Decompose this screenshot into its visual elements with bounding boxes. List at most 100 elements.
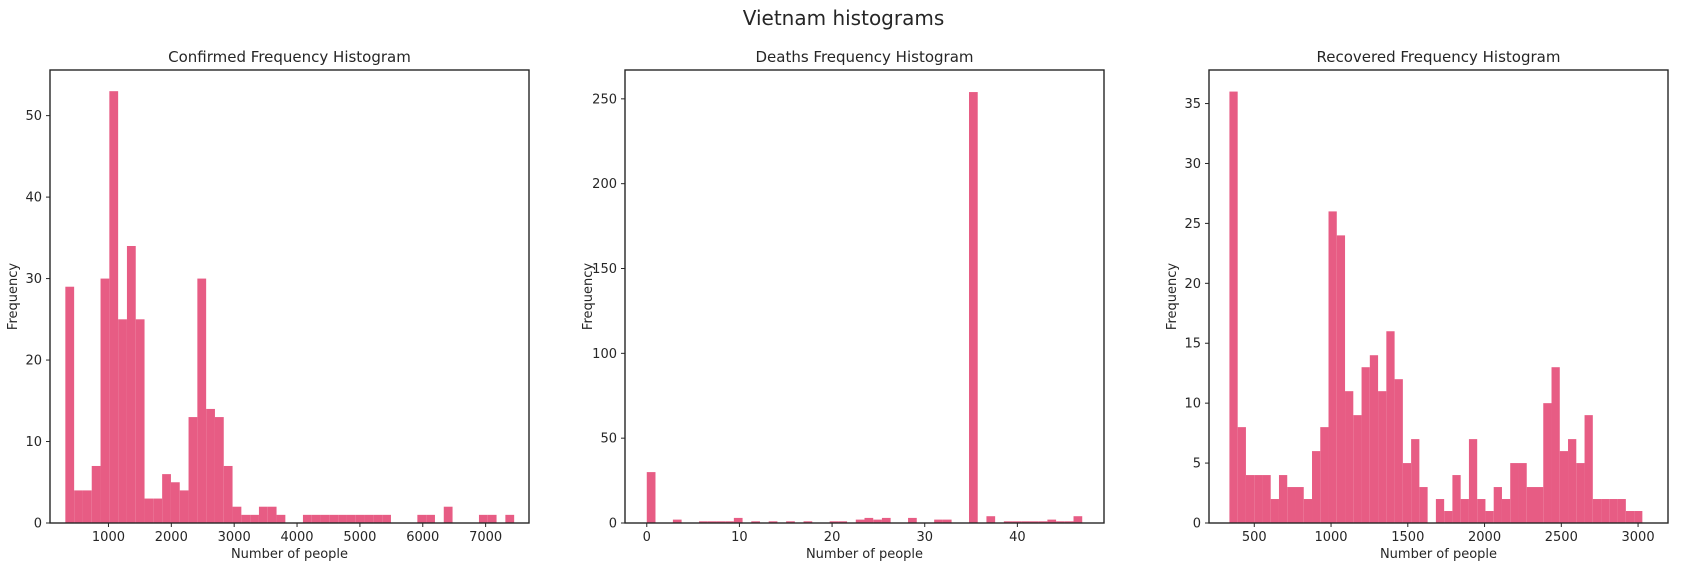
recovered-bar [1568, 439, 1577, 523]
recovered-bar [1435, 499, 1445, 523]
deaths-bar [1038, 521, 1048, 523]
x-tick-label: 7000 [469, 530, 502, 545]
x-tick-label: 40 [1009, 530, 1026, 545]
recovered-bar [1460, 499, 1469, 523]
recovered-bars [1229, 91, 1643, 523]
recovered-bar [1617, 499, 1626, 523]
confirmed-bar [188, 417, 198, 523]
recovered-bar [1287, 487, 1296, 523]
y-tick-label: 20 [1184, 277, 1201, 292]
confirmed-bar [179, 490, 189, 523]
recovered-bar [1551, 367, 1560, 523]
confirmed-plot-frame [49, 69, 530, 524]
x-tick-label: 6000 [406, 530, 439, 545]
confirmed-bar [267, 506, 277, 523]
deaths-bars [646, 92, 1083, 523]
x-tick-label: 1000 [1314, 530, 1347, 545]
confirmed-bar [355, 514, 365, 523]
deaths-bar [969, 92, 978, 523]
confirmed-bars [65, 91, 515, 524]
deaths-bar [829, 521, 839, 523]
recovered-bar [1485, 511, 1494, 523]
confirmed-bar [100, 278, 110, 523]
confirmed-bar [311, 514, 321, 523]
recovered-bar [1336, 235, 1346, 523]
confirmed-bar [443, 506, 453, 523]
confirmed-bar [417, 514, 427, 523]
recovered-bar [1584, 415, 1593, 523]
recovered-bar [1543, 403, 1552, 523]
panel-recovered: Recovered Frequency Histogram Number of … [1165, 48, 1669, 562]
x-tick-label: 3000 [218, 530, 251, 545]
recovered-bar [1303, 499, 1313, 523]
confirmed-x-axis-label: Number of people [231, 547, 348, 562]
deaths-x-ticks: 0 10 20 30 40 [643, 523, 1026, 545]
recovered-bar [1278, 475, 1288, 523]
y-tick-label: 30 [25, 272, 42, 287]
x-tick-label: 1500 [1391, 530, 1424, 545]
deaths-bar [672, 519, 682, 523]
confirmed-bar [505, 514, 515, 523]
recovered-bar [1493, 487, 1502, 523]
x-tick-label: 1000 [92, 530, 125, 545]
deaths-bar [1047, 519, 1057, 523]
deaths-bar [768, 521, 778, 523]
deaths-bar [1012, 521, 1022, 523]
x-tick-label: 20 [824, 530, 841, 545]
y-tick-label: 50 [600, 432, 617, 447]
confirmed-bar [214, 417, 224, 523]
confirmed-bar [373, 514, 383, 523]
recovered-bar [1353, 415, 1362, 523]
y-tick-label: 40 [25, 191, 42, 206]
deaths-bar [1029, 521, 1039, 523]
confirmed-bar [82, 490, 92, 523]
y-tick-label: 15 [1184, 337, 1201, 352]
recovered-bar [1245, 475, 1255, 523]
recovered-bar [1625, 511, 1635, 523]
recovered-bar [1270, 499, 1279, 523]
deaths-bar [942, 519, 952, 523]
recovered-bar [1477, 499, 1486, 523]
recovered-bar [1452, 475, 1461, 523]
deaths-bar [716, 521, 726, 523]
recovered-chart-title: Recovered Frequency Histogram [1317, 48, 1561, 66]
x-tick-label: 4000 [280, 530, 313, 545]
recovered-bar [1444, 511, 1453, 523]
confirmed-chart-title: Confirmed Frequency Histogram [168, 48, 411, 66]
x-tick-label: 2000 [155, 530, 188, 545]
recovered-bar [1501, 499, 1511, 523]
recovered-bar [1361, 367, 1370, 523]
x-tick-label: 5000 [343, 530, 376, 545]
recovered-y-axis-label: Frequency [1165, 263, 1180, 330]
y-tick-label: 25 [1184, 217, 1201, 232]
deaths-y-axis-label: Frequency [581, 263, 596, 330]
figure-title: Vietnam histograms [743, 6, 945, 30]
confirmed-bar [197, 278, 207, 523]
recovered-bar [1419, 487, 1428, 523]
deaths-bar [855, 519, 865, 523]
deaths-bar [733, 517, 743, 523]
confirmed-bar [74, 490, 83, 523]
recovered-bar [1576, 463, 1585, 523]
deaths-bar [1073, 516, 1083, 523]
recovered-bar [1601, 499, 1610, 523]
deaths-bar [786, 521, 795, 523]
recovered-bar [1510, 463, 1519, 523]
deaths-bar [1064, 521, 1074, 523]
y-tick-label: 50 [25, 109, 42, 124]
recovered-bar [1262, 475, 1271, 523]
confirmed-bar [126, 245, 136, 524]
recovered-bar [1295, 487, 1304, 523]
deaths-bar [934, 519, 943, 523]
y-tick-label: 100 [592, 347, 617, 362]
y-tick-label: 10 [25, 435, 42, 450]
deaths-bar [699, 521, 708, 523]
confirmed-bar [478, 514, 488, 523]
confirmed-bar [250, 514, 259, 523]
x-tick-label: 2000 [1468, 530, 1501, 545]
deaths-x-axis-label: Number of people [806, 547, 923, 562]
recovered-x-ticks: 500 1000 1500 2000 2500 3000 [1242, 523, 1655, 545]
deaths-chart-title: Deaths Frequency Histogram [755, 48, 973, 66]
recovered-bar [1535, 487, 1544, 523]
